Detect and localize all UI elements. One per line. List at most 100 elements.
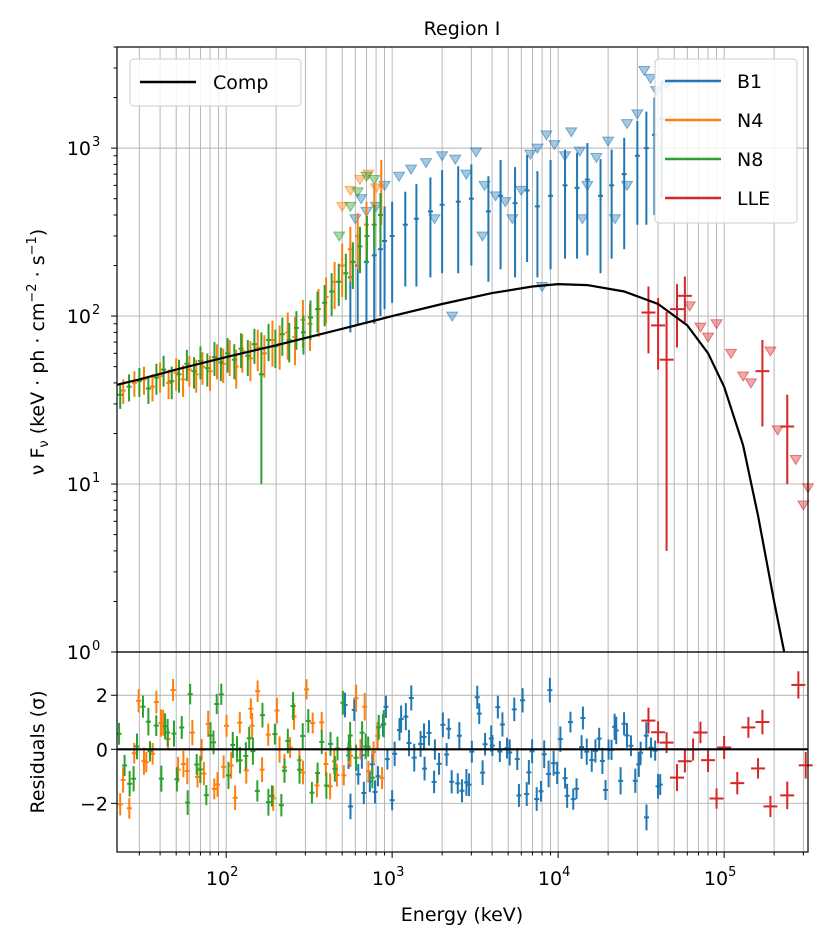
n8-upper-limit xyxy=(367,175,381,186)
b1-upper-limit xyxy=(590,152,603,164)
b1-upper-limit xyxy=(564,127,578,138)
ylabel-part-4: · s xyxy=(27,255,49,283)
b1-upper-limit xyxy=(573,146,587,158)
comp-model-curve xyxy=(116,282,786,653)
b1-upper-limit xyxy=(445,311,459,323)
b1-upper-limit xyxy=(419,158,433,169)
b1-upper-limit xyxy=(498,197,512,208)
b1-upper-limit xyxy=(540,130,553,141)
n8-upper-limit xyxy=(332,231,346,242)
bottom-y-axis-label: Residuals (σ) xyxy=(27,690,49,813)
lle-upper-limit xyxy=(771,425,785,436)
x-tick-label: 105 xyxy=(704,865,736,890)
x-tick-label-base: 10 xyxy=(704,868,728,890)
top-y-axis-label: ν Fν (keV · ph · cm−2 · s−1) xyxy=(25,229,52,475)
ylabel-part-5: −1 xyxy=(25,236,40,255)
lle-upper-limit xyxy=(789,454,803,466)
y-tick-label-exponent: 1 xyxy=(92,471,100,486)
b1-upper-limit xyxy=(644,73,657,85)
b1-upper-limit xyxy=(404,164,418,176)
bottom-panel-frame xyxy=(116,651,809,853)
y-tick-label-exponent: 0 xyxy=(92,639,100,654)
x-tick-label: 102 xyxy=(206,865,238,890)
y-tick-label: 10 xyxy=(67,306,91,328)
n8-upper-limit xyxy=(351,187,365,198)
chart-title: Region I xyxy=(424,18,501,40)
ylabel-part-0: ν F xyxy=(27,448,49,476)
x-tick-label-exponent: 4 xyxy=(562,865,570,880)
ylabel-part-3: −2 xyxy=(25,283,40,302)
y-tick-label-base: 10 xyxy=(67,306,91,328)
b1-upper-limit xyxy=(435,151,449,162)
b1-upper-limit xyxy=(459,169,473,181)
x-axis-label: Energy (keV) xyxy=(401,904,523,926)
b1-upper-limit xyxy=(392,171,406,183)
b1-upper-limit xyxy=(514,185,528,197)
residual-tick-label: 0 xyxy=(96,739,108,761)
b1-upper-limit xyxy=(601,136,615,148)
lle-upper-limit xyxy=(764,346,777,357)
ylabel-part-2: (keV · ph · cm xyxy=(27,303,49,441)
legend-instruments-box xyxy=(654,58,798,224)
b1-upper-limit xyxy=(428,214,441,225)
lle-upper-limit xyxy=(736,371,750,382)
residual-tick-label: 2 xyxy=(96,685,108,707)
lle-upper-limit xyxy=(694,322,707,334)
b1-upper-limit xyxy=(637,65,651,77)
b1-upper-limit xyxy=(469,147,483,158)
y-tick-label-base: 10 xyxy=(67,642,91,664)
legend-instruments: B1 N4 N8 LLE xyxy=(654,58,798,224)
b1-upper-limit xyxy=(523,149,537,161)
y-tick-label: 10 xyxy=(67,138,91,160)
x-tick-label-exponent: 5 xyxy=(728,865,736,880)
b1-upper-limit xyxy=(630,109,644,120)
bottom-panel-grid xyxy=(117,652,808,852)
x-tick-label-base: 10 xyxy=(372,868,396,890)
b1-upper-limit xyxy=(476,231,489,242)
top-panel-grid xyxy=(117,47,808,653)
lle-upper-limit xyxy=(683,301,697,312)
legend-model: Comp xyxy=(129,58,302,107)
bottom-y-axis-ticks: −2 0 2 xyxy=(80,685,117,815)
y-tick-label: 10 xyxy=(67,642,91,664)
legend-model-box xyxy=(129,58,302,107)
lle-upper-limit xyxy=(744,378,758,389)
y-tick-label-base: 10 xyxy=(67,474,91,496)
x-tick-label-exponent: 2 xyxy=(230,865,238,880)
n8-upper-limit xyxy=(343,201,357,213)
lle-upper-limit xyxy=(710,319,723,330)
n4-upper-limit xyxy=(335,201,349,213)
b1-upper-limit xyxy=(448,154,462,166)
lle-upper-limit xyxy=(724,348,738,360)
legend-n8-label: N8 xyxy=(737,149,763,171)
b1-upper-limit xyxy=(531,143,544,155)
x-tick-label: 103 xyxy=(372,865,404,890)
b1-upper-limit xyxy=(354,194,368,205)
legend-n4-label: N4 xyxy=(737,110,763,132)
b1-upper-limit xyxy=(620,119,634,130)
x-tick-label-base: 10 xyxy=(538,868,562,890)
legend-lle-label: LLE xyxy=(737,188,770,210)
ylabel-part-6: ) xyxy=(27,229,49,236)
y-tick-label-exponent: 2 xyxy=(92,303,100,318)
x-tick-label: 104 xyxy=(538,865,570,890)
x-tick-label-base: 10 xyxy=(206,868,230,890)
top-panel-data xyxy=(116,65,815,653)
y-tick-label: 10 xyxy=(67,474,91,496)
b1-upper-limit xyxy=(576,214,589,225)
n4-upper-limit xyxy=(353,175,367,186)
y-tick-label-exponent: 3 xyxy=(92,135,100,150)
lle-upper-limit xyxy=(701,332,715,344)
x-tick-label-exponent: 3 xyxy=(396,865,404,880)
y-tick-label-base: 10 xyxy=(67,138,91,160)
bottom-panel-data xyxy=(116,671,813,831)
residual-tick-label: −2 xyxy=(80,793,108,815)
x-axis-ticks: 102 103 104 105 xyxy=(138,852,804,890)
legend-comp-label: Comp xyxy=(213,72,268,94)
b1-upper-limit xyxy=(478,180,491,192)
b1-upper-limit xyxy=(548,140,561,151)
legend-b1-label: B1 xyxy=(737,71,762,93)
ylabel-part-1: ν xyxy=(37,440,52,447)
